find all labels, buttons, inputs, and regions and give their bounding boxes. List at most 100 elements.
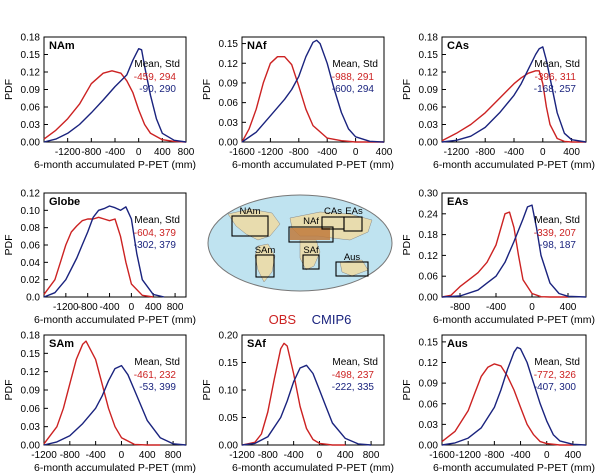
y-tick-label: 0.15 <box>219 358 239 369</box>
y-tick-label: 0.30 <box>419 189 439 200</box>
y-axis-label: PDF <box>401 380 413 401</box>
y-tick-label: 0.02 <box>21 275 41 286</box>
y-tick-label: 0.18 <box>21 331 41 342</box>
map-region-label-naf: NAf <box>303 216 319 227</box>
series-obs-line <box>43 340 161 446</box>
chart-aus: 0.00 0.03 0.06 0.09 0.12 0.15 -1600 -1200 -800 -4… <box>401 334 595 474</box>
y-tick-label: 0.09 <box>21 386 41 397</box>
series-cmip6-line <box>441 46 587 143</box>
x-axis-label: 6-month accumulated P-PET (mm) <box>433 159 595 171</box>
map-region-box <box>302 254 320 270</box>
x-tick-label: -800 <box>450 302 470 313</box>
x-tick-label: 0 <box>529 302 535 313</box>
series-cmip6-line <box>43 364 187 446</box>
x-tick-label: -1600 <box>429 450 455 461</box>
chart-title: NAm <box>49 40 75 52</box>
x-tick-label: -800 <box>475 147 495 158</box>
y-tick-label: 0.00 <box>21 138 41 149</box>
y-tick-label: 0.12 <box>419 251 439 262</box>
chart-naf: 0.00 0.03 0.06 0.09 0.12 0.15 -1600 -1200 -800 -4… <box>201 36 394 171</box>
x-tick-label: 800 <box>178 147 195 158</box>
y-axis-label: PDF <box>401 79 413 100</box>
y-tick-label: 0.09 <box>21 85 41 96</box>
x-tick-label: 400 <box>139 450 156 461</box>
x-tick-label: 0 <box>119 450 125 461</box>
x-tick-label: 800 <box>167 302 184 313</box>
series-cmip6-line <box>241 39 385 143</box>
y-tick-label: 0.00 <box>219 138 239 149</box>
x-tick-label: -1600 <box>229 147 255 158</box>
stats-cmip6: -168, 257 <box>534 84 577 95</box>
stats-cmip6: -600, 294 <box>332 84 375 95</box>
y-tick-label: 0.0 <box>26 293 40 304</box>
legend: OBS CMIP6 <box>250 312 370 327</box>
stats-header: Mean, Std <box>134 59 180 70</box>
y-tick-label: 0.15 <box>419 50 439 61</box>
stats-cmip6: -98, 187 <box>539 240 576 251</box>
x-tick-label: -1200 <box>31 450 57 461</box>
world-map: NAm NAf CAs EAs SAm SAf Aus <box>207 194 393 292</box>
x-tick-label: -400 <box>86 450 106 461</box>
x-axis-label: 6-month accumulated P-PET (mm) <box>433 314 595 326</box>
y-tick-label: 0.18 <box>21 33 41 44</box>
x-tick-label: 0 <box>136 147 142 158</box>
y-tick-label: 0.12 <box>21 68 41 79</box>
x-tick-label: -1200 <box>258 147 284 158</box>
stats-cmip6: -222, 335 <box>332 382 375 393</box>
y-tick-label: 0.04 <box>21 258 41 269</box>
x-tick-label: -1200 <box>444 147 470 158</box>
chart-globe: 0.0 0.02 0.04 0.06 0.08 0.10 0.12 -1200 -800 -400… <box>3 189 196 327</box>
y-tick-label: 0.20 <box>219 331 239 342</box>
series-obs-line <box>441 70 586 143</box>
stats-header: Mean, Std <box>332 59 378 70</box>
stats-cmip6: -302, 379 <box>134 240 177 251</box>
x-axis-label: 6-month accumulated P-PET (mm) <box>34 159 196 171</box>
x-tick-label: 400 <box>376 147 393 158</box>
stats-cmip6: -53, 399 <box>139 382 176 393</box>
x-tick-label: 800 <box>363 450 380 461</box>
stats-obs: -459, 294 <box>134 72 177 83</box>
x-tick-label: 400 <box>154 147 171 158</box>
y-tick-label: 0.03 <box>219 118 239 129</box>
stats-header: Mean, Std <box>134 215 180 226</box>
x-axis-label: 6-month accumulated P-PET (mm) <box>34 314 196 326</box>
x-tick-label: -1200 <box>55 147 81 158</box>
x-tick-label: 0 <box>129 302 135 313</box>
y-tick-label: 0.06 <box>419 399 439 410</box>
stats-header: Mean, Std <box>534 59 580 70</box>
chart-title: SAm <box>49 338 74 350</box>
y-tick-label: 0.06 <box>21 103 41 114</box>
y-tick-label: 0.15 <box>219 39 239 50</box>
stats-obs: -498, 237 <box>332 370 375 381</box>
y-tick-label: 0.18 <box>419 33 439 44</box>
plot-frame <box>241 36 385 143</box>
chart-title: SAf <box>247 338 266 350</box>
x-tick-label: -1200 <box>53 302 79 313</box>
series-obs-line <box>441 363 573 446</box>
series-cmip6-line <box>441 204 587 298</box>
y-tick-label: 0.10 <box>219 386 239 397</box>
x-tick-label: 0 <box>544 450 550 461</box>
y-tick-label: 0.18 <box>419 230 439 241</box>
stats-cmip6: -90, 290 <box>139 84 176 95</box>
map-landmass <box>227 208 281 241</box>
stats-header: Mean, Std <box>134 357 180 368</box>
x-tick-label: -400 <box>317 147 337 158</box>
y-axis-label: PDF <box>201 79 213 100</box>
series-obs-line <box>43 216 154 298</box>
series-cmip6-line <box>43 205 165 298</box>
y-tick-label: 0.10 <box>21 206 41 217</box>
stats-obs: -461, 232 <box>134 370 177 381</box>
x-tick-label: -800 <box>258 450 278 461</box>
map-region-box <box>288 226 334 243</box>
stats-obs: -604, 379 <box>134 228 177 239</box>
stats-cmip6: -407, 300 <box>534 382 577 393</box>
chart-nam: 0.00 0.03 0.06 0.09 0.12 0.15 0.18 -1200 -800 -40… <box>3 33 196 172</box>
y-tick-label: 0.09 <box>419 379 439 390</box>
y-axis-label: PDF <box>201 380 213 401</box>
y-tick-label: 0.05 <box>219 413 239 424</box>
x-tick-label: 400 <box>145 302 162 313</box>
map-region-box <box>231 215 269 237</box>
x-tick-label: 400 <box>337 450 354 461</box>
x-tick-label: -400 <box>486 302 506 313</box>
